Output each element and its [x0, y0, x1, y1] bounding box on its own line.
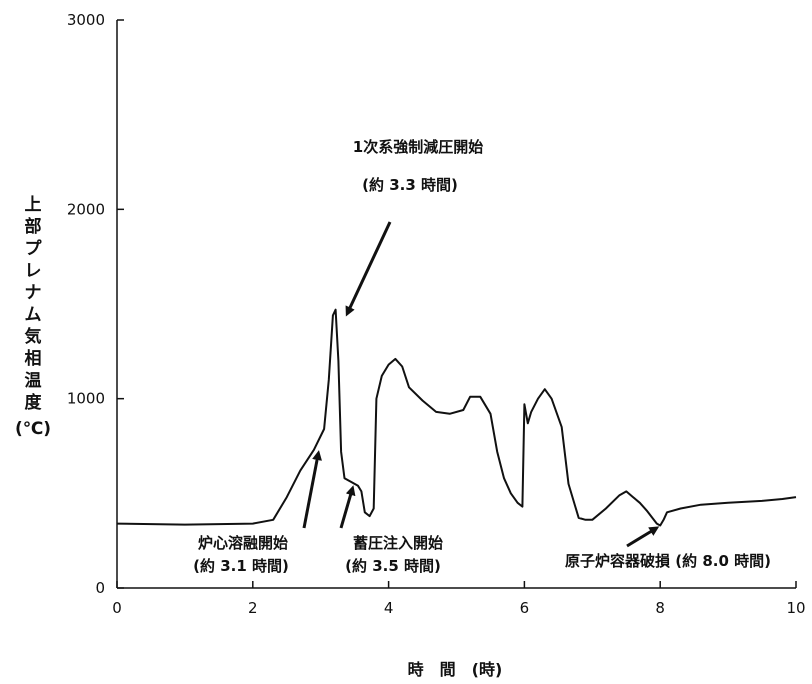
x-tick-label: 10	[786, 599, 805, 617]
x-tick-label: 6	[520, 599, 530, 617]
arrow-core-melt	[302, 450, 322, 529]
x-tick-label: 8	[655, 599, 665, 617]
annotation-depressurization-line2: (約 3.3 時間)	[362, 176, 458, 194]
x-tick-label: 2	[248, 599, 258, 617]
annotation-accumulator-line2: (約 3.5 時間)	[345, 557, 441, 575]
y-tick-label: 3000	[67, 11, 105, 29]
arrow-accumulator	[339, 485, 356, 529]
annotation-accumulator-line1: 蓄圧注入開始	[353, 534, 443, 552]
x-tick-label: 4	[384, 599, 394, 617]
annotation-core-melt-line1: 炉心溶融開始	[198, 534, 288, 552]
y-axis-label-char: プ	[25, 238, 43, 259]
y-axis-label-char: 相	[25, 348, 42, 369]
y-ticks: 0 1000 2000 3000	[67, 11, 124, 597]
series-line-upper-plenum-temperature	[116, 308, 797, 527]
annotation-vessel-failure: 原子炉容器破損 (約 8.0 時間)	[565, 552, 771, 570]
y-axis-label-char: レ	[25, 261, 42, 281]
y-axis-label-char: ナ	[25, 283, 42, 303]
arrow-depressurization	[345, 221, 392, 317]
annotation-depressurization-line1: 1次系強制減圧開始	[353, 138, 483, 156]
y-axis-label-char: ム	[25, 305, 42, 325]
y-tick-label: 2000	[67, 200, 105, 218]
y-axis-label-char: 上	[25, 195, 42, 215]
y-axis-label-char: 温	[25, 371, 42, 391]
y-axis-label-char: 度	[25, 392, 43, 413]
y-tick-label: 1000	[67, 390, 105, 408]
x-tick-label: 0	[112, 599, 122, 617]
y-axis-label-char: 気	[24, 326, 42, 347]
y-axis-label-char: 部	[25, 216, 42, 237]
arrow-vessel-failure	[626, 526, 660, 548]
x-ticks: 0 2 4 6 8 10	[112, 581, 806, 617]
y-tick-label: 0	[95, 579, 105, 597]
annotation-core-melt-line2: (約 3.1 時間)	[193, 557, 289, 575]
y-axis-label-unit: (℃)	[15, 419, 51, 439]
x-axis-label: 時 間 (時)	[408, 660, 503, 679]
